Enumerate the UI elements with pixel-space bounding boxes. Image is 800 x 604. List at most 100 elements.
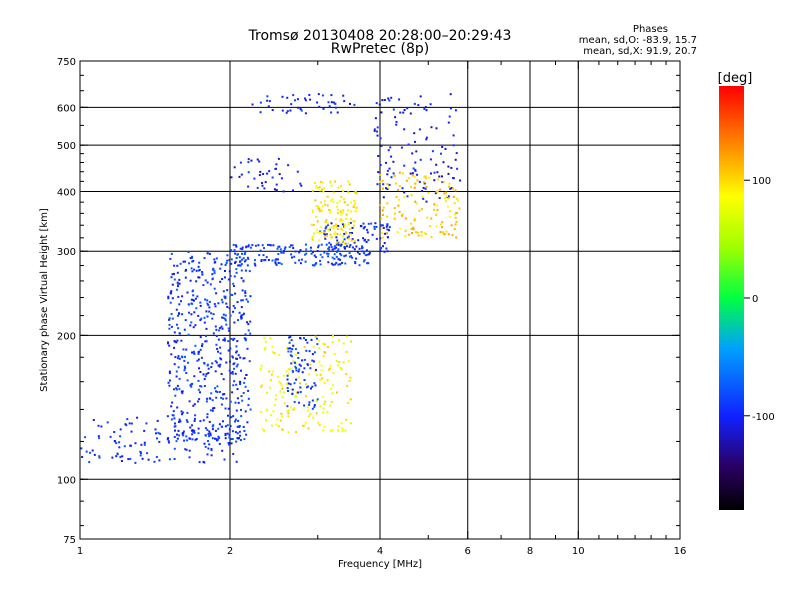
data-point xyxy=(329,243,332,246)
data-point xyxy=(178,434,181,437)
data-point xyxy=(272,410,275,413)
data-point xyxy=(375,237,378,240)
data-point xyxy=(442,232,445,235)
data-point xyxy=(214,305,217,308)
data-point xyxy=(322,354,325,357)
data-point xyxy=(355,257,358,260)
data-point xyxy=(382,227,385,229)
data-point xyxy=(296,98,299,101)
data-point xyxy=(191,438,194,441)
data-point xyxy=(290,244,292,247)
data-point xyxy=(434,192,437,195)
data-point xyxy=(275,423,278,426)
data-point xyxy=(227,278,230,281)
data-point xyxy=(247,300,249,303)
data-point xyxy=(231,370,234,373)
data-point xyxy=(315,185,318,187)
data-point xyxy=(234,420,236,423)
data-point xyxy=(424,106,427,109)
data-point xyxy=(170,325,173,328)
data-point xyxy=(376,134,379,137)
data-point xyxy=(225,262,228,264)
data-point xyxy=(377,155,380,157)
data-point xyxy=(366,231,369,234)
data-point xyxy=(97,435,100,438)
data-point xyxy=(220,358,223,361)
data-point xyxy=(452,195,455,198)
data-point xyxy=(232,282,235,285)
data-point xyxy=(242,279,245,282)
data-point xyxy=(207,372,210,374)
data-point xyxy=(341,429,344,432)
data-point xyxy=(303,379,306,381)
data-point xyxy=(193,268,196,271)
data-point xyxy=(458,207,461,210)
data-point xyxy=(345,213,348,216)
data-point xyxy=(230,262,233,265)
data-point xyxy=(416,231,419,234)
data-point xyxy=(381,209,384,212)
data-point xyxy=(197,352,200,355)
data-point xyxy=(351,226,354,229)
data-point xyxy=(387,186,390,189)
data-point xyxy=(425,186,428,188)
data-point xyxy=(262,254,265,257)
data-point xyxy=(248,270,251,273)
data-point xyxy=(445,191,448,194)
data-point xyxy=(168,317,171,320)
data-point xyxy=(430,126,433,129)
data-point xyxy=(147,458,150,461)
data-point xyxy=(325,219,328,222)
data-point xyxy=(200,356,203,359)
phase-stats-x: mean, sd,X: 91.9, 20.7 xyxy=(583,46,697,57)
data-point xyxy=(206,281,209,284)
data-point xyxy=(310,252,313,255)
data-point xyxy=(455,152,458,155)
data-point xyxy=(303,253,306,256)
data-point xyxy=(368,253,371,256)
data-point xyxy=(233,307,236,310)
data-point xyxy=(279,390,282,393)
data-point xyxy=(201,273,204,276)
data-point xyxy=(321,94,324,97)
data-point xyxy=(356,251,359,254)
data-point xyxy=(226,424,229,427)
data-point xyxy=(171,414,174,417)
data-point xyxy=(318,239,321,242)
data-point xyxy=(240,277,243,280)
data-point xyxy=(259,170,262,173)
data-point xyxy=(327,346,329,348)
data-point xyxy=(228,307,231,310)
data-point xyxy=(280,412,283,415)
data-point xyxy=(336,205,339,208)
data-point xyxy=(340,422,343,425)
data-point xyxy=(281,109,284,112)
data-point xyxy=(294,250,297,253)
data-point xyxy=(314,384,317,387)
data-point xyxy=(455,220,458,223)
data-point xyxy=(415,150,418,153)
x-tick-label: 1 xyxy=(77,546,83,557)
data-point xyxy=(436,209,439,212)
data-point xyxy=(247,323,250,326)
data-point xyxy=(295,395,298,398)
data-point xyxy=(158,440,161,443)
data-point xyxy=(315,412,318,415)
data-point xyxy=(234,372,237,375)
data-point xyxy=(183,365,186,368)
data-point xyxy=(176,437,179,440)
data-point xyxy=(198,276,201,279)
data-point xyxy=(322,429,325,432)
data-point xyxy=(336,211,339,214)
data-point xyxy=(386,173,389,176)
data-point xyxy=(294,261,297,264)
data-point xyxy=(211,273,214,276)
data-point xyxy=(263,247,265,250)
data-point xyxy=(420,208,423,211)
data-point xyxy=(279,419,282,422)
data-point xyxy=(173,272,175,275)
data-point xyxy=(199,391,201,394)
data-point xyxy=(241,248,244,251)
data-point xyxy=(340,184,342,187)
data-point xyxy=(263,336,266,339)
